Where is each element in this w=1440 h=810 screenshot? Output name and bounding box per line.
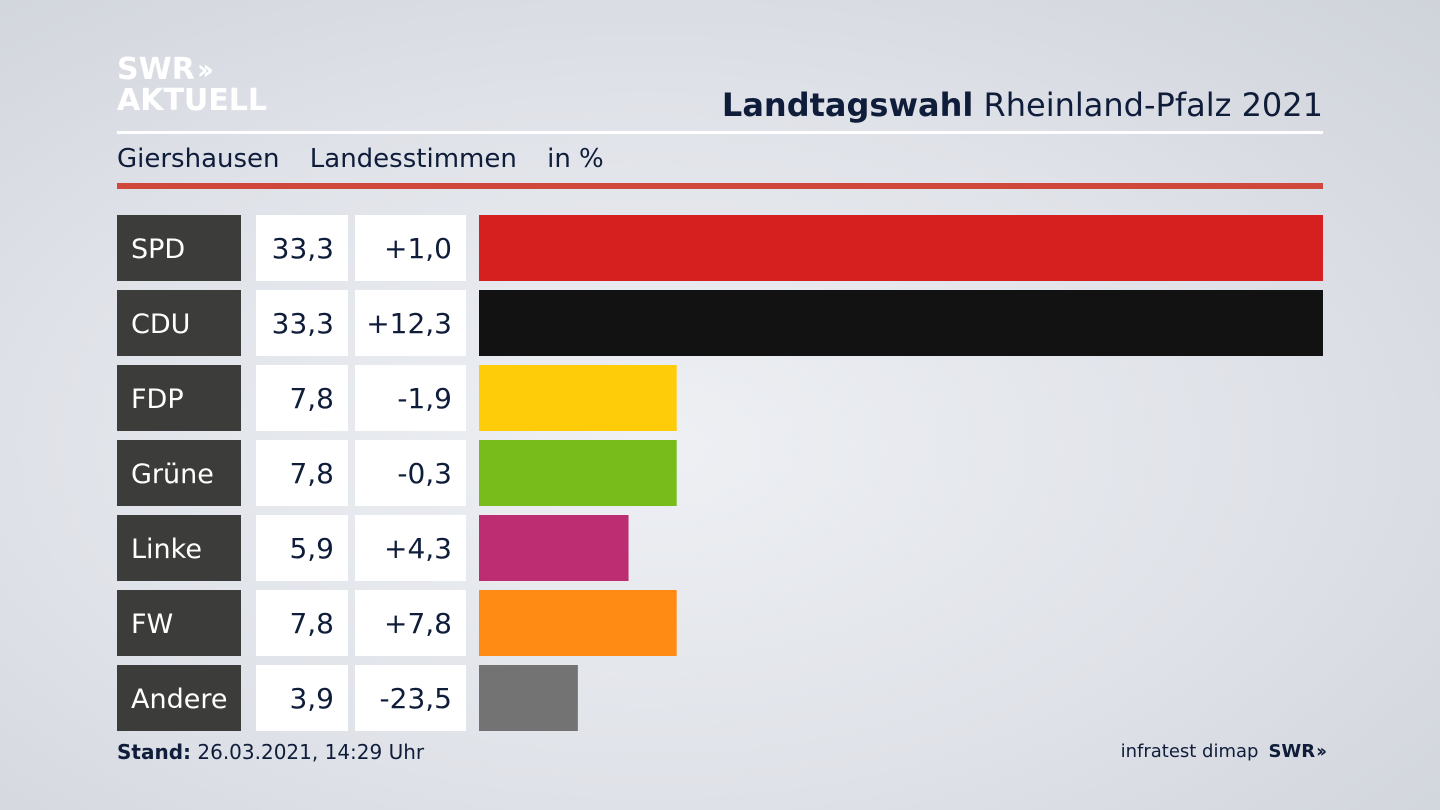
value-label: 7,8 — [289, 382, 334, 415]
double-chevron-icon: ›› — [1316, 741, 1327, 762]
change-box — [355, 590, 466, 656]
party-label: Linke — [131, 534, 202, 565]
party-label-box — [117, 215, 241, 281]
source-label: infratest dimap — [1120, 741, 1259, 762]
change-label: -1,9 — [397, 382, 452, 415]
title-bold: Landtagswahl — [721, 86, 974, 124]
party-label-box — [117, 590, 241, 656]
party-label: SPD — [131, 234, 185, 265]
source-brand: SWR — [1268, 741, 1316, 762]
party-label-box — [117, 665, 241, 731]
bar-fdp — [479, 365, 677, 431]
bar-grne — [479, 440, 677, 506]
party-label: Andere — [131, 684, 227, 715]
value-label: 3,9 — [289, 682, 334, 715]
bar-linke — [479, 515, 629, 581]
bar-fw — [479, 590, 677, 656]
value-box — [256, 440, 348, 506]
party-label: FW — [131, 609, 173, 640]
bar-cdu — [479, 290, 1323, 356]
swr-aktuell-logo: SWR›› AKTUELL — [117, 54, 267, 116]
party-label-box — [117, 440, 241, 506]
value-label: 7,8 — [289, 607, 334, 640]
value-label: 7,8 — [289, 457, 334, 490]
chart-subtitle: Giershausen Landesstimmen in % — [117, 144, 626, 174]
party-label-box — [117, 365, 241, 431]
logo-line-2: AKTUELL — [117, 83, 268, 118]
change-label: -0,3 — [397, 457, 452, 490]
value-box — [256, 365, 348, 431]
change-box — [355, 515, 466, 581]
party-label: FDP — [131, 384, 184, 415]
change-label: +4,3 — [384, 532, 452, 565]
value-box — [256, 290, 348, 356]
value-box — [256, 215, 348, 281]
value-box — [256, 590, 348, 656]
timestamp: Stand: 26.03.2021, 14:29 Uhr — [117, 740, 424, 764]
source-credit: infratest dimap SWR›› — [1120, 741, 1327, 762]
party-label-box — [117, 515, 241, 581]
party-label: Grüne — [131, 459, 214, 490]
subtitle-vote-type: Landesstimmen — [309, 144, 517, 174]
value-box — [256, 515, 348, 581]
value-box — [256, 665, 348, 731]
party-label-box — [117, 290, 241, 356]
change-label: -23,5 — [380, 682, 452, 715]
stand-label: Stand: — [117, 740, 192, 764]
change-box — [355, 290, 466, 356]
page-title: Landtagswahl Rheinland-Pfalz 2021 — [722, 86, 1323, 124]
change-box — [355, 665, 466, 731]
value-label: 5,9 — [289, 532, 334, 565]
bar-spd — [479, 215, 1323, 281]
subtitle-location: Giershausen — [117, 144, 280, 174]
stand-value: 26.03.2021, 14:29 Uhr — [191, 740, 425, 764]
logo-line-1: SWR — [117, 52, 195, 87]
change-box — [355, 365, 466, 431]
change-label: +7,8 — [384, 607, 452, 640]
change-label: +12,3 — [366, 307, 452, 340]
value-label: 33,3 — [272, 232, 334, 265]
subtitle-unit: in % — [547, 144, 604, 174]
title-rest: Rheinland-Pfalz 2021 — [973, 86, 1323, 124]
accent-divider — [117, 183, 1323, 189]
change-box — [355, 440, 466, 506]
header-divider — [117, 131, 1323, 134]
bar-andere — [479, 665, 578, 731]
party-label: CDU — [131, 309, 190, 340]
value-label: 33,3 — [272, 307, 334, 340]
change-box — [355, 215, 466, 281]
change-label: +1,0 — [384, 232, 452, 265]
